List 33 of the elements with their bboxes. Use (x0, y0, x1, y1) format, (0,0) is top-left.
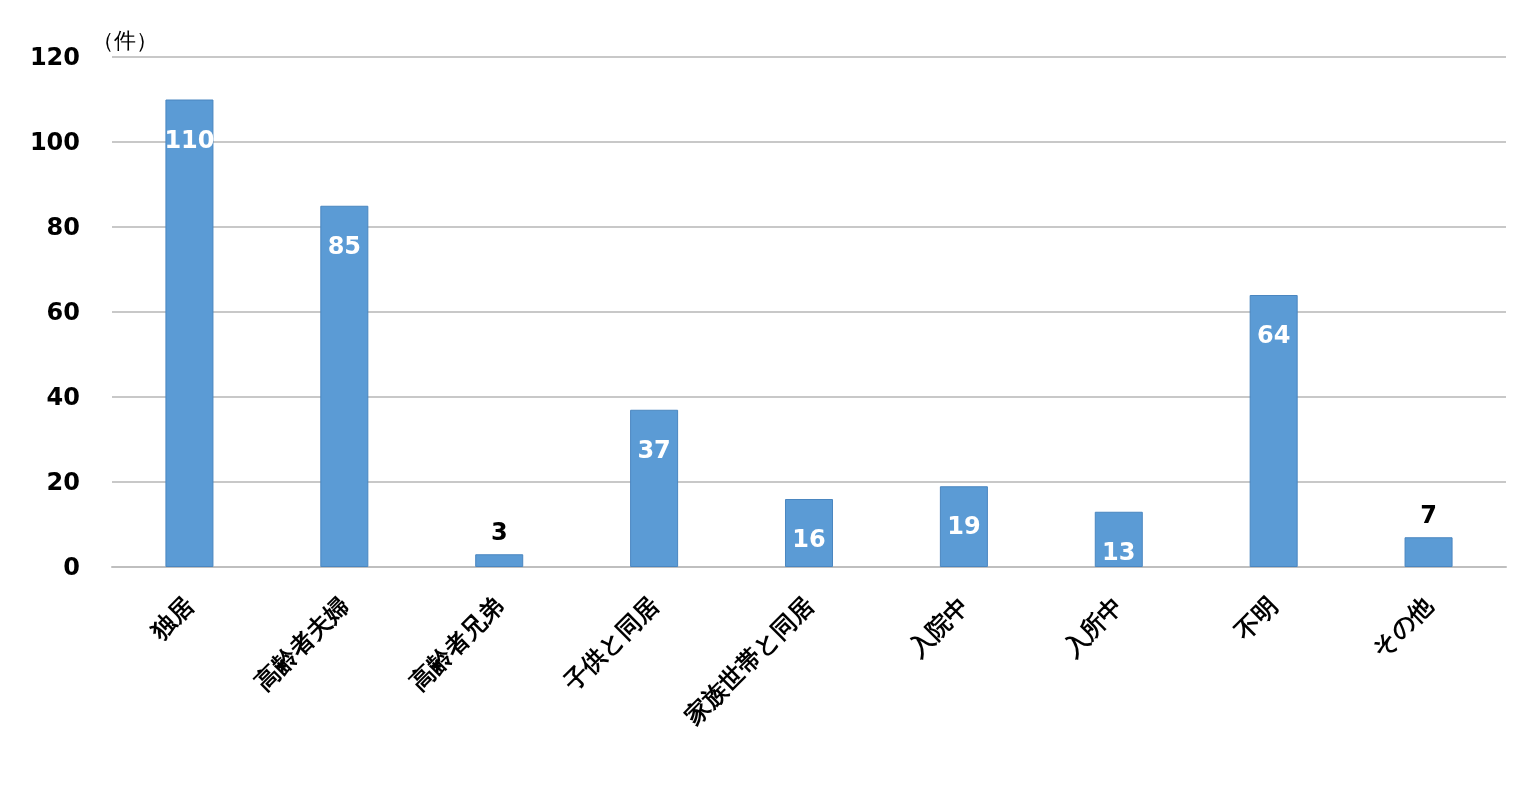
x-tick-label: 高齢者夫婦 (249, 591, 355, 696)
x-tick-label: 子供と同居 (557, 591, 665, 698)
data-label: 37 (637, 435, 671, 464)
bar (165, 99, 214, 567)
data-label: 3 (490, 518, 508, 547)
x-tick-label: その他 (1366, 590, 1440, 664)
data-label: 64 (1256, 321, 1291, 349)
data-label: 7 (1420, 501, 1437, 530)
x-tick-label: 入院中 (902, 591, 974, 663)
x-tick-label: 独居 (144, 591, 200, 646)
y-tick-label: 100 (29, 128, 80, 156)
data-label: 85 (327, 231, 362, 260)
bar (475, 554, 524, 567)
bar (1249, 295, 1298, 567)
y-tick-label: 120 (29, 43, 80, 71)
x-tick-label: 入所中 (1057, 591, 1129, 663)
bar (320, 205, 369, 567)
y-axis-title: （件） (92, 27, 158, 53)
y-tick-label: 80 (46, 213, 80, 241)
y-tick-label: 60 (46, 298, 80, 326)
x-tick-label: 高齢者兄弟 (404, 591, 510, 696)
data-label: 16 (792, 525, 826, 553)
y-tick-label: 40 (46, 383, 80, 411)
bar (630, 409, 679, 567)
x-tick-label: 不明 (1229, 591, 1284, 646)
bar (1404, 537, 1453, 567)
x-tick-label: 家族世帯と同居 (678, 591, 819, 732)
data-label: 13 (1102, 537, 1136, 566)
y-tick-label: 0 (63, 553, 80, 581)
data-label: 19 (947, 512, 981, 541)
bar (939, 486, 988, 567)
y-tick-label: 20 (46, 468, 80, 496)
data-label: 110 (164, 125, 215, 154)
